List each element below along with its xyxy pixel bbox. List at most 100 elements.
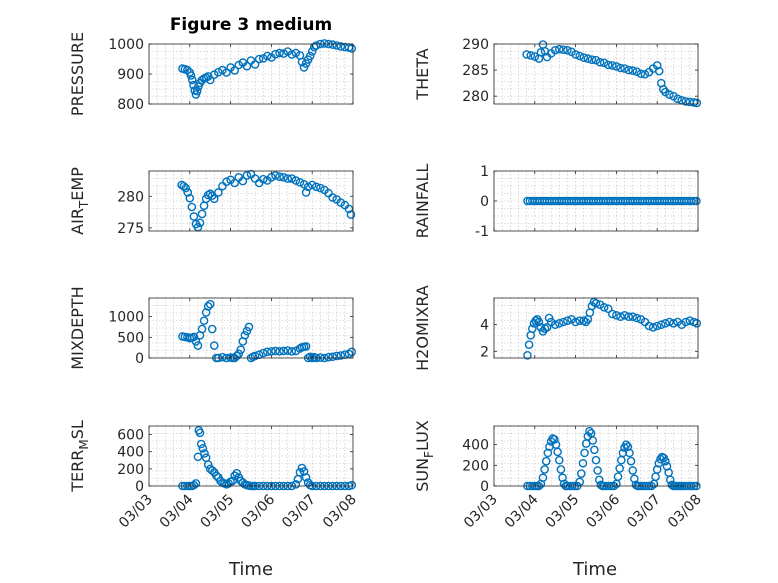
data-point	[651, 472, 660, 481]
data-point	[632, 67, 642, 76]
data-point	[195, 428, 205, 438]
data-point	[205, 189, 215, 199]
data-point	[577, 469, 586, 478]
data-point	[291, 479, 301, 489]
y-tick-label: 400	[462, 438, 489, 454]
data-point	[244, 322, 254, 332]
data-point	[656, 320, 666, 329]
y-axis-label: SUNFLUX	[413, 420, 436, 492]
data-point	[559, 317, 568, 327]
data-point	[648, 323, 658, 332]
data-point	[186, 71, 196, 80]
data-point	[287, 347, 297, 356]
data-point	[530, 52, 540, 61]
data-point	[287, 50, 297, 59]
data-point	[209, 194, 219, 204]
data-point	[275, 48, 284, 58]
data-point	[575, 477, 584, 487]
y-tick-label: 280	[117, 189, 144, 205]
data-point	[591, 455, 601, 465]
y-tick-label: 200	[117, 462, 144, 478]
pressure-subplot: 800 900 1000 PRESSURE	[68, 32, 357, 116]
data-point	[279, 49, 288, 58]
y-tick-label: 1	[480, 164, 489, 180]
data-point	[542, 323, 552, 332]
data-point	[616, 312, 625, 321]
data-point	[613, 472, 623, 481]
y-tick-label: 275	[117, 221, 144, 237]
data-point	[579, 53, 589, 62]
data-point	[320, 39, 329, 48]
data-point	[263, 347, 272, 357]
x-tick-label: 03/07	[624, 492, 664, 532]
data-point	[191, 337, 201, 346]
data-point	[615, 464, 624, 473]
data-point	[654, 66, 664, 76]
y-tick-label: -1	[475, 224, 489, 240]
data-point	[295, 178, 305, 187]
data-point	[316, 353, 325, 362]
data-point	[538, 473, 548, 483]
data-point	[189, 480, 199, 490]
y-tick-label: 0	[480, 479, 489, 495]
data-point	[603, 304, 613, 313]
data-point	[234, 349, 244, 359]
data-point	[550, 320, 560, 329]
data-point	[193, 341, 203, 350]
data-point	[652, 61, 662, 70]
data-point	[328, 352, 337, 362]
y-tick-label: 500	[117, 330, 144, 346]
data-point	[263, 51, 272, 61]
data-point	[550, 45, 560, 55]
h2omixra-subplot: 2 4 H2OMIXRA	[413, 285, 702, 371]
data-point	[254, 54, 264, 64]
data-point	[591, 55, 601, 65]
x-tick-label: 03/06	[583, 491, 623, 531]
data-point	[665, 90, 674, 99]
data-point	[669, 319, 678, 328]
data-point	[205, 299, 215, 309]
data-point	[275, 172, 284, 181]
data-point	[185, 193, 195, 203]
data-point	[214, 67, 223, 77]
data-point	[644, 321, 654, 331]
data-point	[632, 313, 642, 323]
data-point	[526, 51, 536, 60]
data-point	[599, 303, 609, 312]
data-point	[620, 311, 629, 320]
data-point	[303, 182, 313, 192]
data-point	[652, 321, 662, 331]
data-point	[563, 316, 572, 325]
data-point	[279, 346, 288, 356]
x-tick-label: 03/03	[461, 492, 501, 532]
data-point	[311, 41, 321, 50]
y-tick-label: 280	[462, 89, 489, 105]
data-point	[332, 351, 341, 361]
y-tick-label: 290	[462, 37, 489, 53]
data-point	[218, 352, 227, 362]
data-point	[661, 319, 670, 328]
data-point	[681, 97, 691, 106]
data-point	[524, 340, 534, 349]
data-point	[575, 51, 584, 61]
data-point	[556, 465, 566, 474]
theta-subplot: 280 285 290 THETA	[413, 37, 702, 108]
x-tick-label: 03/05	[543, 492, 583, 532]
y-tick-label: 800	[117, 97, 144, 113]
data-point	[571, 50, 580, 59]
y-tick-label: 0	[135, 479, 144, 495]
x-tick-label: 03/08	[320, 492, 360, 532]
data-point	[287, 174, 297, 183]
data-point	[203, 460, 213, 469]
data-point	[628, 466, 638, 475]
y-axis-label: H2OMIXRA	[413, 285, 432, 371]
y-tick-label: 4	[480, 318, 489, 334]
data-point	[692, 98, 702, 108]
data-point	[612, 311, 621, 320]
data-point	[295, 467, 305, 477]
data-point	[232, 351, 242, 361]
data-point	[661, 456, 670, 466]
data-point	[207, 466, 217, 475]
